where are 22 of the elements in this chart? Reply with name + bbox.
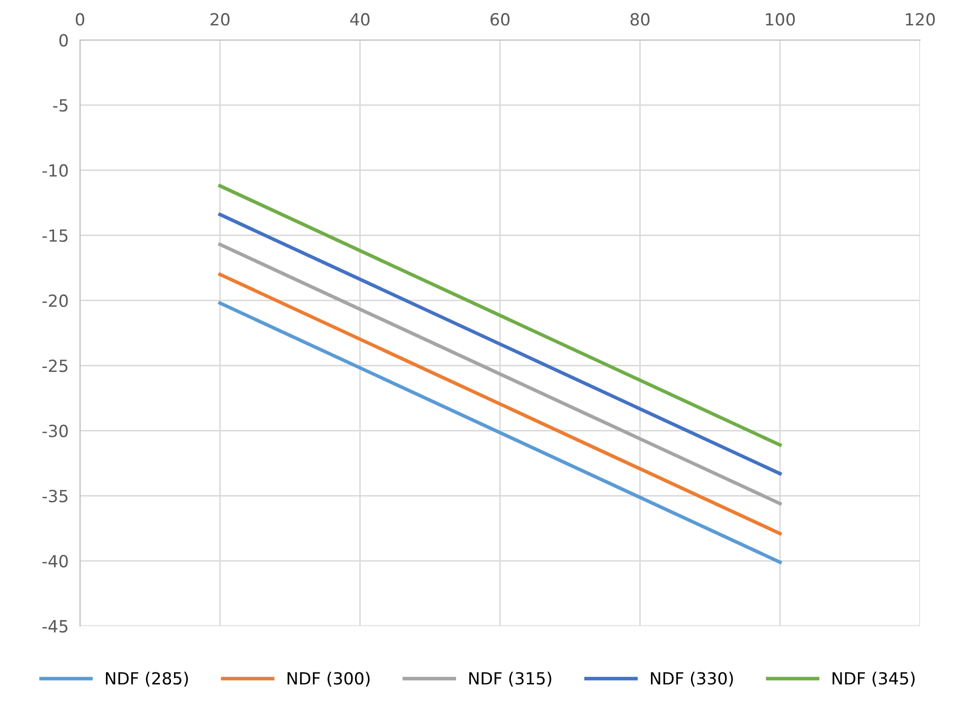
y-tick-label: -45 — [42, 620, 68, 633]
y-tick-label: -15 — [42, 230, 68, 242]
legend-label: NDF (330) — [650, 672, 733, 687]
legend-label: NDF (300) — [288, 672, 370, 687]
y-tick-label: -5 — [53, 99, 68, 112]
x-tick-label: 120 — [906, 13, 935, 26]
x-tick-label: 60 — [490, 13, 510, 26]
y-tick-label: -20 — [42, 294, 68, 308]
x-tick-label: 40 — [350, 13, 370, 26]
y-tick-label: -35 — [42, 490, 68, 502]
x-tick-label: 100 — [766, 13, 795, 26]
legend-label: NDF (345) — [832, 672, 915, 687]
y-tick-label: 0 — [59, 34, 68, 47]
y-tick-label: -30 — [42, 424, 68, 438]
x-tick-label: 80 — [630, 13, 650, 26]
y-tick-label: -10 — [42, 164, 68, 177]
y-tick-label: -25 — [42, 360, 68, 372]
x-tick-label: 0 — [76, 13, 84, 26]
x-tick-label: 20 — [210, 13, 230, 26]
legend-label: NDF (285) — [106, 672, 188, 687]
legend-label: NDF (315) — [469, 672, 552, 687]
y-tick-label: -40 — [42, 554, 68, 568]
